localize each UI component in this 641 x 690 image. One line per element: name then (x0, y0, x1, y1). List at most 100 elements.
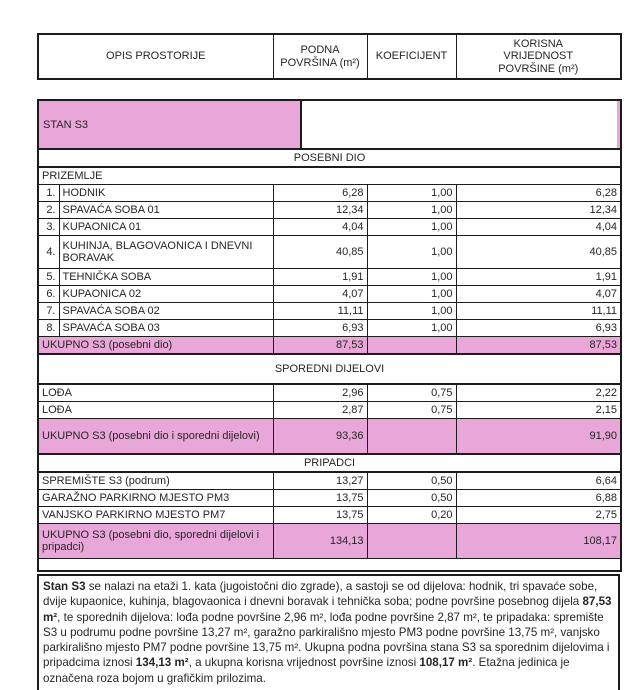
main-table-body: POSEBNI DIO PRIZEMLJE 1. HODNIK 6,28 1,00 6,28… (37, 148, 622, 572)
description-segment: , te sporednih dijelova: lođa podne povr… (43, 610, 610, 670)
description-segment: se nalazi na etaži 1. kata (jugoistočni … (43, 580, 598, 609)
total-floor-area: 87,53 (272, 336, 368, 355)
table-row: 3. KUPAONICA 01 4,04 1,00 4,04 (37, 218, 622, 236)
floor-area-value: 1,91 (272, 268, 368, 286)
total-floor-area: 134,13 (272, 523, 368, 559)
room-name: VANJSKO PARKIRNO MJESTO PM7 (37, 506, 274, 524)
floor-area-value: 12,34 (272, 201, 368, 219)
total-coefficient (366, 523, 457, 559)
table-row: LOĐA 2,87 0,75 2,15 (37, 401, 622, 419)
header-cell-opis-prostorije: OPIS PROSTORIJE (37, 33, 274, 80)
total-useful-area: 91,90 (455, 418, 622, 455)
table-row: GARAŽNO PARKIRNO MJESTO PM3 13,75 0,50 6,88 (37, 489, 622, 507)
useful-area-value: 4,04 (455, 218, 622, 236)
table-row: 5. TEHNIČKA SOBA 1,91 1,00 1,91 (37, 268, 622, 286)
section-header-label: PRIPADCI (37, 453, 622, 473)
section-header-row: SPOREDNI DIJELOVI (37, 353, 622, 385)
row-number: 2. (37, 201, 60, 219)
total-coefficient (366, 418, 457, 455)
room-name: KUPAONICA 02 (58, 285, 274, 303)
floor-area-value: 13,27 (272, 471, 368, 490)
unit-title-highlight: STAN S3 (39, 101, 621, 147)
coefficient-value: 1,00 (366, 319, 457, 337)
table-row: 7. SPAVAĆA SOBA 02 11,11 1,00 11,11 (37, 302, 622, 320)
table-row: 1. HODNIK 6,28 1,00 6,28 (37, 184, 622, 202)
room-name: KUHINJA, BLAGOVAONICA I DNEVNI BORAVAK (58, 235, 274, 269)
floor-area-value: 13,75 (272, 489, 368, 507)
table-row: LOĐA 2,96 0,75 2,22 (37, 383, 622, 402)
row-number: 8. (37, 319, 60, 337)
useful-area-value: 6,64 (455, 471, 622, 490)
description-text: Stan S3 se nalazi na etaži 1. kata (jugo… (43, 580, 612, 685)
row-number: 7. (37, 302, 60, 320)
coefficient-value: 1,00 (366, 285, 457, 303)
room-name: HODNIK (58, 184, 274, 202)
description-segment: 134,13 m² (135, 656, 189, 670)
floor-area-value: 6,93 (272, 319, 368, 337)
table-row: 6. KUPAONICA 02 4,07 1,00 4,07 (37, 285, 622, 303)
coefficient-value: 1,00 (366, 268, 457, 286)
total-label: UKUPNO S3 (posebni dio i sporedni dijelo… (37, 418, 274, 455)
table-row: VANJSKO PARKIRNO MJESTO PM7 13,75 0,20 2,75 (37, 506, 622, 524)
total-label: UKUPNO S3 (posebni dio, sporedni dijelov… (37, 523, 274, 559)
floor-header-row: PRIZEMLJE (37, 166, 622, 185)
useful-area-value: 2,75 (455, 506, 622, 524)
floor-header-label: PRIZEMLJE (37, 166, 622, 185)
floor-area-value: 40,85 (272, 235, 368, 269)
room-name: GARAŽNO PARKIRNO MJESTO PM3 (37, 489, 274, 507)
floor-area-value: 13,75 (272, 506, 368, 524)
coefficient-value: 0,20 (366, 506, 457, 524)
section-header-label: POSEBNI DIO (37, 148, 622, 168)
useful-area-value: 2,15 (455, 401, 622, 419)
floor-area-value: 6,28 (272, 184, 368, 202)
useful-area-value: 40,85 (455, 235, 622, 269)
coefficient-value: 0,75 (366, 383, 457, 402)
coefficient-value: 1,00 (366, 201, 457, 219)
section-header-row: POSEBNI DIO (37, 148, 622, 168)
unit-title-label: STAN S3 (43, 118, 89, 131)
unit-title-blank-area (300, 101, 618, 147)
header-cell-koeficijent: KOEFICIJENT (366, 33, 457, 80)
coefficient-value: 0,50 (366, 489, 457, 507)
total-coefficient (366, 336, 457, 355)
table-row: 4. KUHINJA, BLAGOVAONICA I DNEVNI BORAVAK… (37, 235, 622, 269)
description-segment: , a ukupna korisna vrijednost površine i… (188, 656, 420, 670)
useful-area-value: 11,11 (455, 302, 622, 320)
unit-title-cell: STAN S3 (37, 99, 622, 150)
header-cell-podna-povrsina: PODNA POVRŠINA (m²) (272, 33, 368, 80)
coefficient-value: 1,00 (366, 184, 457, 202)
main-table: STAN S3 POSEBNI DIO PRIZEMLJE 1. HODNIK 6,28… (37, 99, 623, 572)
description-segment: . Etažna jedinica je označena roza bojom… (43, 656, 570, 685)
coefficient-value: 0,75 (366, 401, 457, 419)
floor-area-value: 4,04 (272, 218, 368, 236)
room-name: LOĐA (37, 383, 274, 402)
floor-area-value: 2,87 (272, 401, 368, 419)
total-row: UKUPNO S3 (posebni dio) 87,53 87,53 (37, 336, 622, 355)
useful-area-value: 12,34 (455, 201, 622, 219)
description-segment: Stan S3 (43, 580, 86, 593)
room-name: SPAVAĆA SOBA 03 (58, 319, 274, 337)
useful-area-value: 6,28 (455, 184, 622, 202)
header-table: OPIS PROSTORIJE PODNA POVRŠINA (m²) KOEF… (37, 33, 622, 80)
total-row: UKUPNO S3 (posebni dio, sporedni dijelov… (37, 523, 622, 559)
coefficient-value: 1,00 (366, 302, 457, 320)
useful-area-value: 4,07 (455, 285, 622, 303)
row-number: 5. (37, 268, 60, 286)
total-label: UKUPNO S3 (posebni dio) (37, 336, 274, 355)
total-useful-area: 87,53 (455, 336, 622, 355)
description-box: Stan S3 se nalazi na etaži 1. kata (jugo… (37, 574, 620, 690)
coefficient-value: 1,00 (366, 235, 457, 269)
useful-area-value: 2,22 (455, 383, 622, 402)
useful-area-value: 6,93 (455, 319, 622, 337)
spacer-row (37, 558, 622, 572)
table-row: 8. SPAVAĆA SOBA 03 6,93 1,00 6,93 (37, 319, 622, 337)
section-header-row: PRIPADCI (37, 453, 622, 473)
row-number: 1. (37, 184, 60, 202)
total-row: UKUPNO S3 (posebni dio i sporedni dijelo… (37, 418, 622, 455)
unit-title-row: STAN S3 (37, 99, 622, 150)
description-segment: 87,53 m² (43, 595, 612, 624)
table-row: SPREMIŠTE S3 (podrum) 13,27 0,50 6,64 (37, 471, 622, 490)
useful-area-value: 6,88 (455, 489, 622, 507)
floor-area-value: 11,11 (272, 302, 368, 320)
